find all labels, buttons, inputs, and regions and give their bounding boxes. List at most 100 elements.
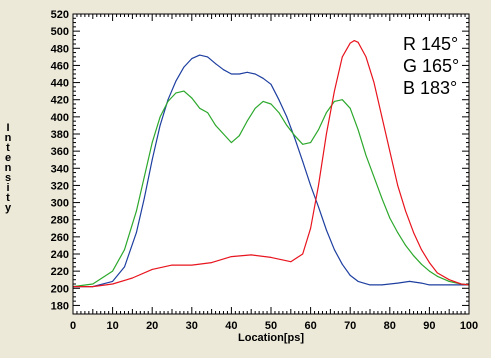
series-point [286,124,288,126]
series-point [428,262,430,264]
series-point [143,176,145,178]
series-point [428,270,430,272]
series-point [397,184,399,186]
series-point [421,282,422,284]
series-point [238,135,240,137]
series-point [302,160,304,162]
series-point [92,286,94,288]
series-point [294,135,296,137]
series-point [151,268,153,270]
series-point [460,283,462,285]
series-point [124,266,125,268]
series-point [448,284,450,286]
y-axis-title-letter: n [5,162,12,174]
series-point [215,124,217,126]
series-point [369,284,371,286]
y-axis-title-letter: i [6,182,9,194]
series-line [73,54,469,288]
y-tick-labels: 180 200 220 240 260 280 300 320 340 360 380 400 420 4… [51,9,69,312]
series-point [421,249,422,251]
series-point [254,73,256,75]
series-point [143,197,145,199]
x-axis-title: Location[ps] [238,332,304,344]
x-tick-label: 30 [186,320,198,332]
x-tick-label: 40 [225,320,237,332]
series-point [262,100,264,102]
series-point [191,97,193,99]
x-tick-label: 100 [460,320,478,332]
plot-area [73,14,469,314]
series-point [278,112,280,114]
x-tick-label: 90 [423,320,435,332]
series-point [270,83,272,85]
series-point [357,129,359,131]
series-point [381,116,383,118]
x-tick-labels: 0 10 20 30 40 50 60 70 80 90 100 [70,320,478,332]
series-point [318,184,319,186]
series-point [131,277,133,279]
y-tick-label: 480 [51,43,69,55]
series-point [270,103,272,105]
series-point [409,280,411,282]
series-point [167,100,169,102]
y-tick-label: 380 [51,129,69,141]
series-point [421,263,422,265]
y-tick-label: 200 [51,283,69,295]
y-tick-label: 240 [51,249,69,261]
series-point [246,71,248,73]
series-point [436,275,438,277]
series-point [175,80,177,82]
y-tick-label: 320 [51,180,69,192]
series-point [286,116,288,118]
series-point [349,107,351,109]
series-point [183,66,185,68]
series-point [290,261,292,263]
y-axis-title-letter: n [5,132,12,144]
series-point [302,143,304,145]
series-point [171,264,173,266]
series-line [73,40,470,288]
series-point [167,99,169,101]
series-point [302,253,304,255]
series-point [357,280,359,282]
series-point [135,210,137,212]
series-point [230,73,232,75]
series-point [207,112,209,114]
y-axis-title-letter: t [6,192,10,204]
series-point [159,124,161,126]
series-point [199,54,201,56]
series-point [341,56,343,58]
series-point [112,270,114,272]
series-point [397,282,399,284]
series-point [341,263,343,265]
series-point [413,232,415,234]
series-point [199,107,201,109]
series-point [333,90,335,92]
y-tick-label: 360 [51,146,69,158]
y-tick-label: 420 [51,95,69,107]
series-line [72,90,470,288]
series-point [254,107,256,109]
series-point [405,210,407,212]
x-tick-label: 60 [304,320,316,332]
series-point [223,133,224,135]
series-point [357,41,359,43]
series-point [373,176,375,178]
series-point [246,120,248,122]
y-axis-title-letter: s [5,172,11,184]
series-point [230,256,232,258]
series-point [318,206,319,208]
series-point [397,232,399,234]
series-point [270,256,272,258]
series-point [124,249,125,251]
series-point [191,264,193,266]
series-point [278,99,280,101]
x-tick-label: 0 [70,320,76,332]
series-point [333,249,335,251]
series-point [325,133,327,135]
series-point [175,92,177,94]
legend: R 145°G 165°B 183° [403,34,459,98]
series-point [151,159,153,161]
y-tick-label: 340 [51,163,69,175]
